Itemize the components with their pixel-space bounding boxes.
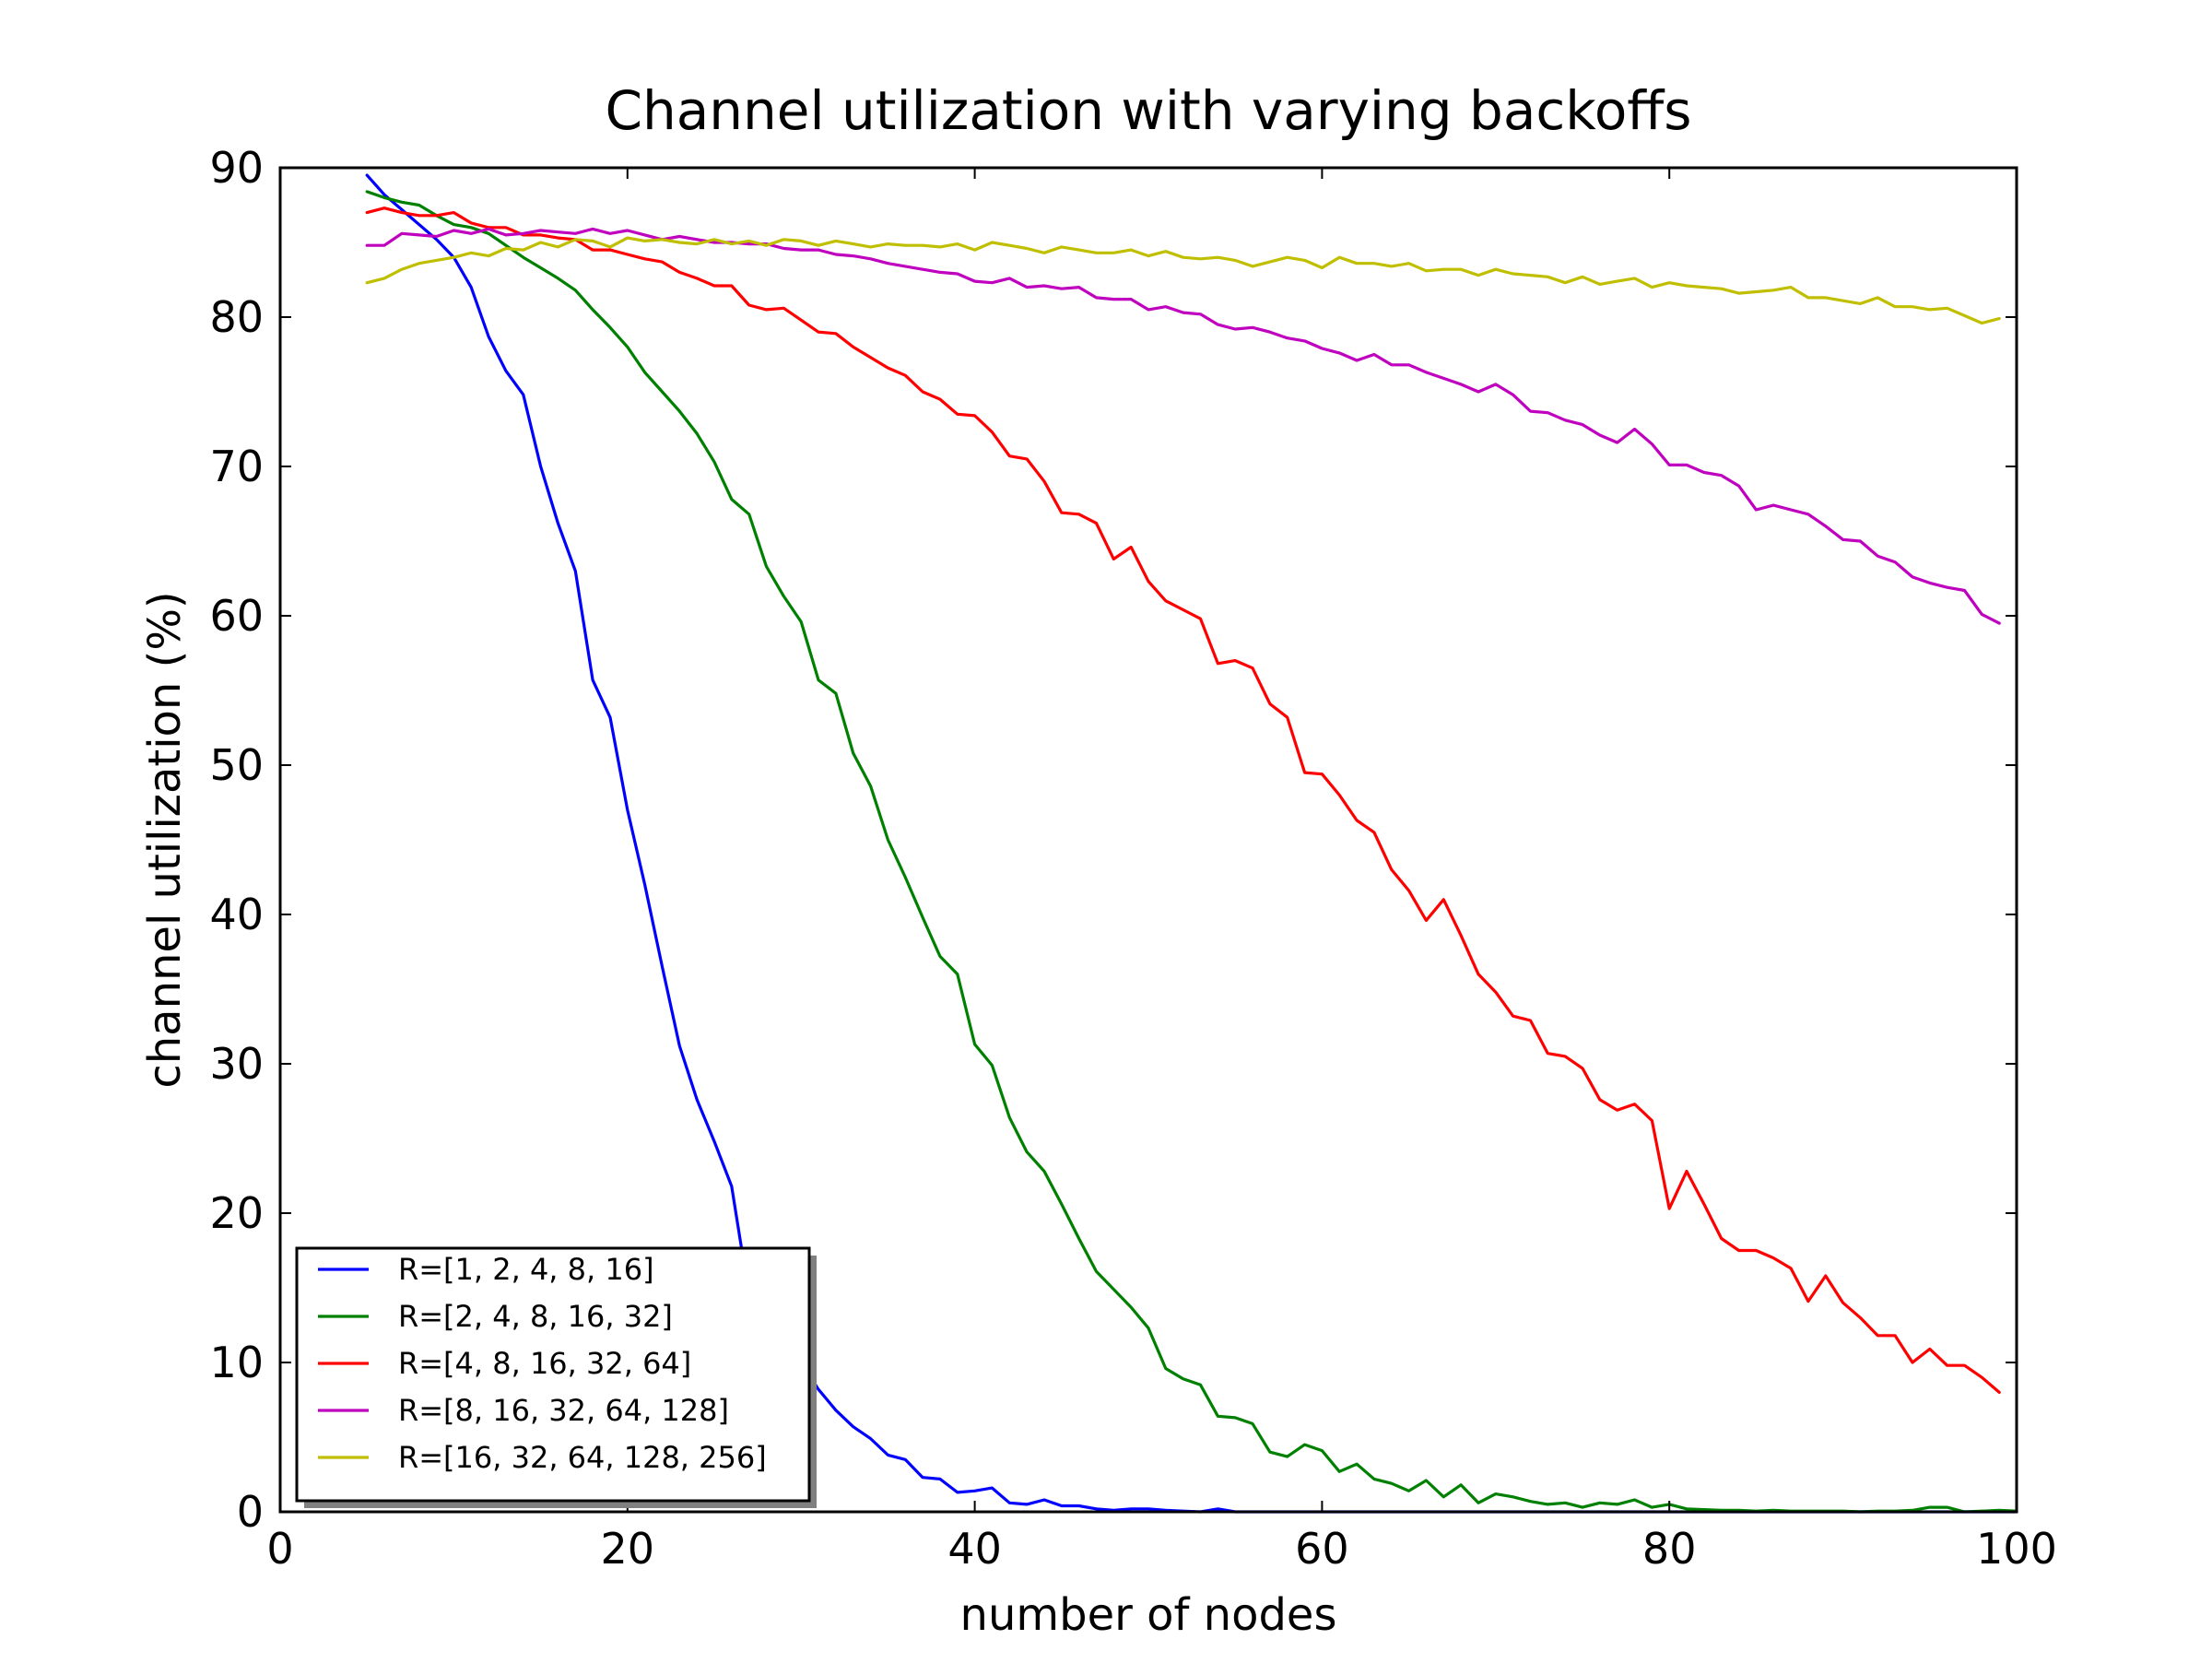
legend: R=[1, 2, 4, 8, 16] R=[2, 4, 8, 16, 32] R=[… [295,1246,817,1508]
legend-label-3: R=[4, 8, 16, 32, 64] [398,1346,691,1381]
y-tick-label: 60 [209,591,264,641]
x-tick-label: 100 [1976,1524,2057,1574]
y-tick-label: 50 [209,740,264,790]
legend-label-1: R=[1, 2, 4, 8, 16] [398,1252,654,1287]
y-tick-label: 80 [209,292,264,342]
y-tick-label: 70 [209,442,264,491]
legend-label-5: R=[16, 32, 64, 128, 256] [398,1440,767,1475]
series-line-4 [365,227,2001,625]
x-tick-label: 60 [1295,1524,1349,1574]
y-axis-label: channel utilization (%) [139,591,191,1088]
y-tick-label: 20 [209,1188,264,1238]
chart-title: Channel utilization with varying backoff… [605,79,1691,142]
plot-frame [278,166,2018,1514]
series-line-5 [365,236,2001,325]
y-tick-label: 30 [209,1039,264,1089]
y-tick-label: 40 [209,890,264,939]
y-tick-label: 10 [209,1338,264,1387]
y-tick-label: 90 [209,143,264,193]
legend-label-2: R=[2, 4, 8, 16, 32] [398,1299,673,1334]
legend-items: R=[1, 2, 4, 8, 16] R=[2, 4, 8, 16, 32] R=[… [318,1252,767,1475]
x-tick-label: 20 [601,1524,655,1574]
legend-box [295,1246,811,1503]
y-tick-label: 0 [237,1487,264,1537]
axis-ticks: 0 20 40 60 80 100 0 10 20 30 40 50 60 70 80 90 [209,143,2056,1574]
legend-label-4: R=[8, 16, 32, 64, 128] [398,1393,729,1428]
series-line-3 [365,206,2001,1395]
x-tick-label: 80 [1642,1524,1697,1574]
x-tick-label: 0 [266,1524,293,1574]
x-tick-label: 40 [947,1524,1002,1574]
x-axis-label: number of nodes [960,1589,1337,1641]
